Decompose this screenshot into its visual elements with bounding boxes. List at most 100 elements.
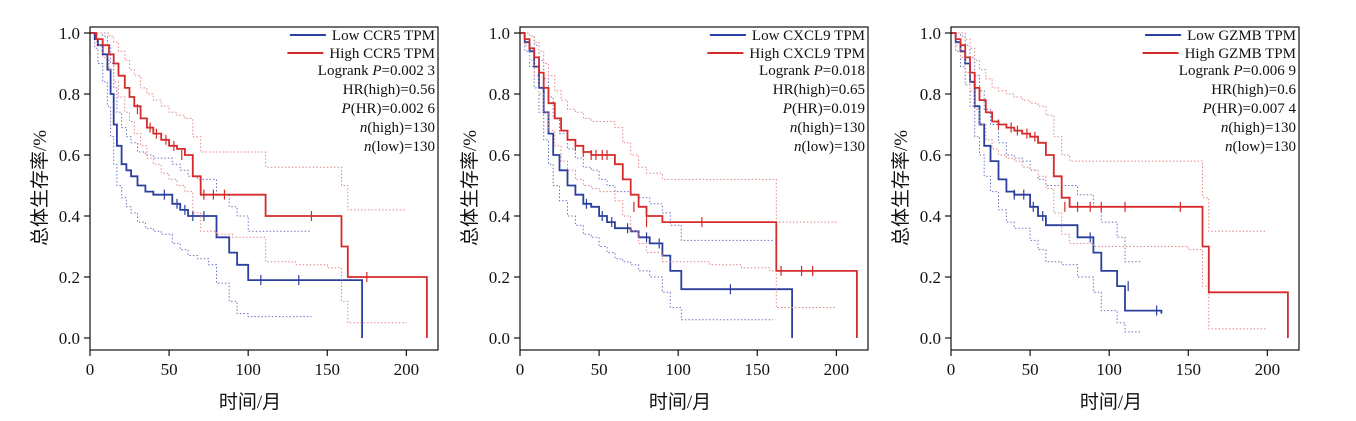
stat-label: Logrank: [318, 63, 373, 79]
legend-label: High GZMB TPM: [1185, 46, 1296, 62]
legend-label: Low GZMB TPM: [1187, 28, 1296, 44]
stat-symbol: n: [360, 120, 368, 136]
stat-value: =0.006 9: [1243, 63, 1296, 79]
y-tick-label: 0.8: [489, 85, 510, 104]
stat-symbol: P: [1232, 63, 1242, 79]
plot-frame: [89, 26, 439, 351]
x-axis: 0 50 100 150 200: [516, 350, 849, 379]
stat-value: =0.018: [823, 63, 865, 79]
stat-symbol: P: [341, 101, 351, 117]
plot-frame: [950, 26, 1300, 351]
stat-value: (HR)=0.002 6: [351, 101, 436, 117]
stat-annotation: Logrank P=0.002 3: [318, 63, 435, 79]
km-panel-ccr5: 0 50 100 150 200 0.0 0.2 0.4 0.6 0.8 1.0 时间/月 总体生…: [29, 24, 439, 413]
legend-label: Low CCR5 TPM: [332, 28, 435, 44]
ci-upper-high: [951, 32, 1268, 232]
stat-label: HR(high)=0.6: [1211, 82, 1296, 98]
stat-annotation: HR(high)=0.65: [773, 82, 865, 98]
stat-annotation: P(HR)=0.019: [782, 101, 865, 117]
ci-upper-high: [90, 32, 407, 211]
ci-upper-high: [520, 32, 837, 223]
x-tick-label: 150: [315, 360, 341, 379]
y-tick-label: 1.0: [59, 24, 80, 43]
ci-lower-high: [520, 32, 837, 308]
ci-lower-low: [520, 32, 774, 321]
x-axis-label: 时间/月: [649, 391, 711, 413]
stat-value: (high)=130: [1228, 120, 1296, 136]
x-tick-label: 50: [1022, 360, 1039, 379]
x-tick-label: 50: [591, 360, 608, 379]
stat-annotation: n(high)=130: [360, 120, 435, 136]
y-tick-label: 0.0: [920, 329, 941, 348]
x-tick-label: 0: [947, 360, 956, 379]
stat-label: Logrank: [1179, 63, 1234, 79]
stat-label: HR(high)=0.65: [773, 82, 865, 98]
stat-symbol: P: [1202, 101, 1212, 117]
stat-value: (HR)=0.007 4: [1212, 101, 1297, 117]
x-axis-label: 时间/月: [219, 391, 281, 413]
curves-layer: [951, 32, 1289, 338]
curves-layer: [90, 32, 428, 338]
stats-annotations: Logrank P=0.018HR(high)=0.65P(HR)=0.019n…: [759, 63, 865, 155]
x-tick-label: 200: [394, 360, 420, 379]
y-tick-label: 0.4: [920, 207, 942, 226]
x-axis-label: 时间/月: [1080, 391, 1142, 413]
stat-symbol: P: [813, 63, 823, 79]
x-tick-label: 50: [161, 360, 178, 379]
stat-annotation: n(low)=130: [794, 139, 865, 155]
survival-curve-high: [90, 32, 428, 338]
ci-lower-high: [90, 32, 407, 324]
x-tick-label: 100: [665, 360, 691, 379]
survival-curve-low: [520, 32, 793, 338]
km-panel-gzmb: 0 50 100 150 200 0.0 0.2 0.4 0.6 0.8 1.0 时间/月 总体生…: [890, 24, 1300, 413]
x-axis: 0 50 100 150 200: [86, 350, 419, 379]
stat-symbol: P: [371, 63, 381, 79]
x-tick-label: 200: [1255, 360, 1281, 379]
y-tick-label: 0.2: [920, 268, 941, 287]
y-tick-label: 0.2: [59, 268, 80, 287]
y-axis-label: 总体生存率/%: [29, 130, 51, 246]
survival-curve-high: [951, 32, 1289, 338]
ci-lower-low: [951, 32, 1141, 333]
x-tick-label: 150: [1176, 360, 1202, 379]
y-axis: 0.0 0.2 0.4 0.6 0.8 1.0: [489, 24, 520, 348]
x-tick-label: 100: [1096, 360, 1122, 379]
x-tick-label: 150: [745, 360, 771, 379]
stats-annotations: Logrank P=0.002 3HR(high)=0.56P(HR)=0.00…: [318, 63, 436, 155]
y-tick-label: 0.2: [489, 268, 510, 287]
stat-annotation: n(low)=130: [1225, 139, 1296, 155]
stat-annotation: Logrank P=0.018: [759, 63, 865, 79]
stat-annotation: P(HR)=0.002 6: [341, 101, 436, 117]
y-axis-label: 总体生存率/%: [459, 130, 481, 246]
x-tick-label: 100: [235, 360, 261, 379]
ci-upper-low: [90, 32, 312, 232]
x-tick-label: 200: [824, 360, 850, 379]
stat-annotation: P(HR)=0.007 4: [1202, 101, 1297, 117]
stat-value: =0.002 3: [382, 63, 435, 79]
y-tick-label: 0.0: [59, 329, 80, 348]
stat-annotation: Logrank P=0.006 9: [1179, 63, 1296, 79]
stat-value: (low)=130: [802, 139, 865, 155]
x-tick-label: 0: [516, 360, 525, 379]
legend: Low CCR5 TPM High CCR5 TPM: [287, 28, 435, 62]
y-axis-label: 总体生存率/%: [890, 130, 912, 246]
curves-layer: [520, 32, 858, 338]
y-tick-label: 0.4: [59, 207, 81, 226]
stat-symbol: n: [790, 120, 798, 136]
stat-symbol: n: [794, 139, 802, 155]
x-axis: 0 50 100 150 200: [947, 350, 1280, 379]
y-tick-label: 0.6: [59, 146, 80, 165]
stat-symbol: n: [364, 139, 372, 155]
stat-annotation: n(high)=130: [1221, 120, 1296, 136]
stat-value: (low)=130: [372, 139, 435, 155]
legend: Low GZMB TPM High GZMB TPM: [1142, 28, 1296, 62]
stat-symbol: P: [782, 101, 792, 117]
stat-annotation: HR(high)=0.56: [343, 82, 436, 98]
stat-symbol: n: [1225, 139, 1233, 155]
stats-annotations: Logrank P=0.006 9HR(high)=0.6P(HR)=0.007…: [1179, 63, 1297, 155]
stat-label: Logrank: [759, 63, 814, 79]
legend-label: Low CXCL9 TPM: [752, 28, 865, 44]
stat-annotation: n(low)=130: [364, 139, 435, 155]
y-tick-label: 0.8: [920, 85, 941, 104]
